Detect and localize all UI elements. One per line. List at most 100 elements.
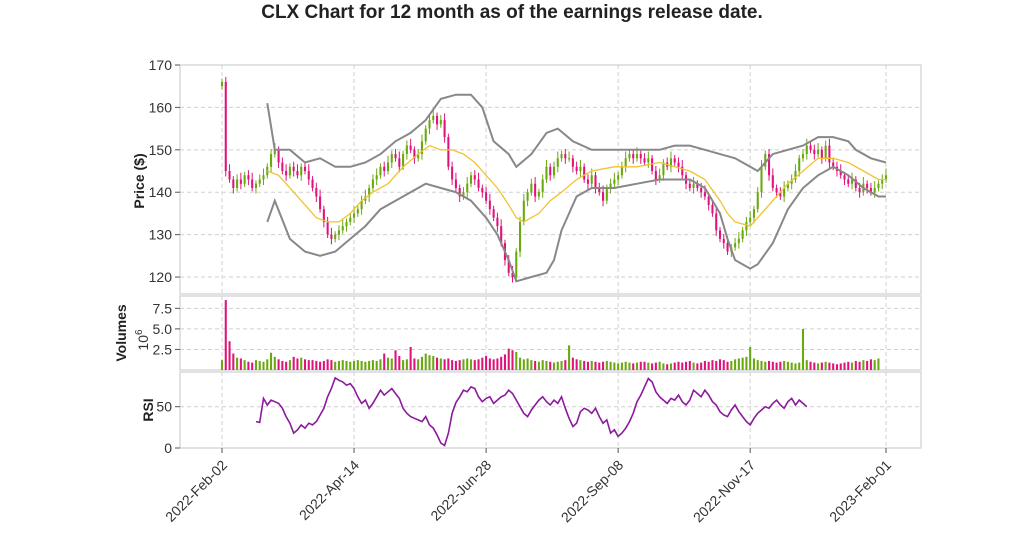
candle-body xyxy=(881,179,884,184)
volume-bar xyxy=(662,363,665,370)
volume-bar xyxy=(786,361,789,370)
volume-bar xyxy=(300,357,303,370)
rsi-panel: RSI 0 50 xyxy=(140,371,922,456)
volume-bar xyxy=(737,358,740,370)
candle-body xyxy=(692,183,695,188)
volume-bar xyxy=(236,357,239,370)
candle-body xyxy=(737,238,740,244)
candle-body xyxy=(560,154,563,159)
volume-bar xyxy=(307,360,310,370)
candle-body xyxy=(469,175,473,184)
volume-bar xyxy=(722,360,725,370)
candle-body xyxy=(858,187,861,193)
candle-body xyxy=(398,158,401,167)
candle-body xyxy=(828,145,831,163)
candle-body xyxy=(854,179,857,188)
candle-body xyxy=(851,179,854,184)
volume-bar xyxy=(839,363,842,370)
candle-body xyxy=(488,200,491,210)
candle-body xyxy=(496,217,499,227)
candle-body xyxy=(315,187,318,197)
volume-bar xyxy=(303,359,307,370)
volume-bar xyxy=(583,360,586,370)
x-tick-label: 2022-Apr-14 xyxy=(296,457,362,523)
candle-body xyxy=(571,158,574,167)
volume-bar xyxy=(270,352,273,370)
volume-bar xyxy=(500,356,503,370)
volume-tick-label: 5.0 xyxy=(153,321,173,337)
candle-body xyxy=(643,158,646,163)
volume-bar xyxy=(451,360,454,370)
volume-bar xyxy=(643,361,646,370)
volume-bar xyxy=(537,361,540,370)
volume-bar xyxy=(334,361,337,370)
volume-bar xyxy=(556,361,559,370)
volume-bar xyxy=(805,360,808,370)
candle-body xyxy=(801,154,805,159)
volume-bar xyxy=(854,360,857,370)
volume-bar xyxy=(424,353,427,370)
candle-body xyxy=(545,166,548,180)
volume-bar xyxy=(530,360,533,370)
volume-bar xyxy=(794,363,797,370)
volume-bar xyxy=(436,357,439,370)
volume-bar xyxy=(692,362,695,370)
candle-body xyxy=(281,162,284,172)
volume-bar xyxy=(258,360,261,370)
candle-body xyxy=(798,158,801,172)
volume-bar xyxy=(526,358,529,370)
candle-body xyxy=(386,162,390,172)
price-tick-label: 150 xyxy=(149,142,173,158)
candle-body xyxy=(251,179,254,188)
volume-bar xyxy=(654,362,657,370)
candle-body xyxy=(447,137,450,167)
volume-bar xyxy=(658,361,661,370)
candle-body xyxy=(594,175,597,188)
candle-body xyxy=(628,154,631,159)
volume-bar xyxy=(273,356,276,370)
x-tick-label: 2022-Sep-08 xyxy=(558,457,627,526)
candle-body xyxy=(681,166,684,176)
candle-body xyxy=(586,179,589,184)
volume-bar xyxy=(707,361,710,370)
candle-body xyxy=(424,128,427,142)
volume-bar xyxy=(820,362,823,370)
candle-body xyxy=(590,175,593,184)
candle-body xyxy=(575,166,578,172)
volume-bar xyxy=(598,362,601,370)
candle-body xyxy=(662,162,665,176)
volume-bar xyxy=(232,353,235,370)
volume-bar xyxy=(798,362,801,370)
volume-bar xyxy=(420,356,423,370)
volume-bar xyxy=(292,356,295,370)
bollinger-lower-line xyxy=(266,165,886,283)
candle-body xyxy=(711,204,714,214)
volume-bar xyxy=(745,356,748,370)
candle-body xyxy=(734,243,737,248)
volume-bar xyxy=(851,362,854,370)
volume-bar xyxy=(432,356,435,370)
volume-bar xyxy=(319,361,322,370)
moving-average-line xyxy=(267,144,886,227)
candle-body xyxy=(413,149,416,159)
candle-body xyxy=(843,175,846,180)
volume-bar xyxy=(511,350,514,370)
candle-body xyxy=(243,175,246,184)
volume-bar xyxy=(813,362,816,370)
volume-bar xyxy=(756,360,759,370)
volume-bar xyxy=(828,362,831,370)
volume-bar xyxy=(417,359,420,370)
candle-body xyxy=(568,158,571,160)
volume-bar xyxy=(477,359,480,370)
volume-axis-label: Volumes xyxy=(113,304,129,362)
candle-body xyxy=(639,154,642,159)
x-tick-label: 2022-Feb-02 xyxy=(162,457,230,525)
volume-bar xyxy=(349,361,352,370)
candle-body xyxy=(371,179,374,188)
candle-body xyxy=(473,175,476,180)
volume-bar xyxy=(541,360,544,370)
candle-body xyxy=(688,183,691,188)
candle-body xyxy=(515,251,518,278)
volume-bar xyxy=(843,362,846,370)
